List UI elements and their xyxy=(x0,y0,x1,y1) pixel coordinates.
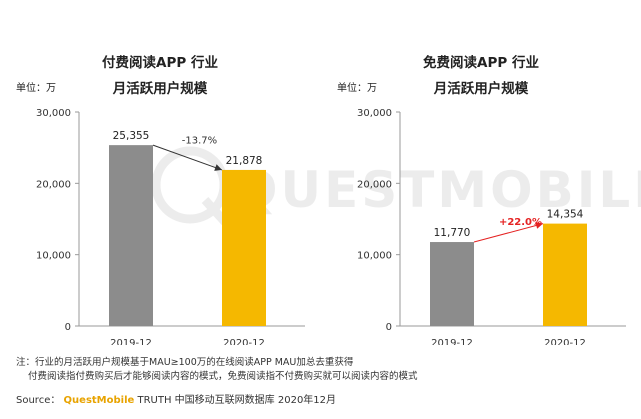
source-suffix: TRUTH 中国移动互联网数据库 2020年12月 xyxy=(137,395,337,406)
unit-label: 单位：万 xyxy=(16,83,56,94)
bar-value-label: 11,770 xyxy=(434,227,471,239)
chart-title-line1: 付费阅读APP 行业 xyxy=(102,55,218,71)
change-arrow-head xyxy=(535,222,543,229)
change-label: +22.0% xyxy=(499,217,542,228)
change-arrow-head xyxy=(214,164,222,171)
x-tick-label: 2020-12 xyxy=(223,338,265,345)
bar-2019-12 xyxy=(430,242,474,326)
source-brand: QuestMobile xyxy=(63,395,135,406)
paid-reading-chart: 付费阅读APP 行业 月活跃用户规模 单位：万 0 10,000 20,000 30,… xyxy=(0,0,320,345)
x-tick-label: 2019-12 xyxy=(110,338,152,345)
chart-title-line2: 月活跃用户规模 xyxy=(112,81,208,97)
footnote-line1: 注：行业的月活跃用户规模基于MAU≥100万的在线阅读APP MAU加总去重获得 xyxy=(16,357,354,368)
bar-value-label: 14,354 xyxy=(547,209,584,221)
y-tick-label: 20,000 xyxy=(357,179,392,190)
unit-label: 单位：万 xyxy=(337,83,377,94)
chart-title-line1: 免费阅读APP 行业 xyxy=(423,55,539,71)
x-tick-label: 2019-12 xyxy=(431,338,473,345)
bar-2020-12 xyxy=(222,169,266,326)
paid-reading-plot: 0 10,000 20,000 30,000 25,355 2019-12 21,878 20… xyxy=(36,108,305,345)
y-tick-label: 10,000 xyxy=(357,251,392,262)
y-tick-label: 0 xyxy=(65,322,71,333)
svg-text:QUESTMOBILE: QUESTMOBILE xyxy=(235,161,641,219)
bar-value-label: 21,878 xyxy=(226,155,263,167)
y-tick-label: 20,000 xyxy=(36,179,71,190)
y-tick-label: 30,000 xyxy=(357,108,392,119)
chart-title-line2: 月活跃用户规模 xyxy=(433,81,529,97)
bar-value-label: 25,355 xyxy=(113,130,150,142)
change-arrow-line xyxy=(152,144,223,171)
free-reading-plot: 0 10,000 20,000 30,000 11,770 2019-12 14,354 20… xyxy=(357,108,626,345)
bar-2020-12 xyxy=(543,223,587,326)
source-prefix: Source： xyxy=(16,395,61,406)
source-line: Source： QuestMobile TRUTH 中国移动互联网数据库 202… xyxy=(16,391,336,406)
x-tick-label: 2020-12 xyxy=(544,338,586,345)
change-arrow-line xyxy=(473,223,544,243)
y-tick-label: 30,000 xyxy=(36,108,71,119)
free-reading-chart: 免费阅读APP 行业 月活跃用户规模 单位：万 0 10,000 20,000 30,… xyxy=(321,0,641,345)
y-tick-label: 0 xyxy=(386,322,392,333)
y-tick-label: 10,000 xyxy=(36,251,71,262)
footnote-line2: 付费阅读指付费购买后才能够阅读内容的模式，免费阅读指不付费购买就可以阅读内容的模… xyxy=(28,371,418,382)
change-label: -13.7% xyxy=(182,136,217,147)
bar-2019-12 xyxy=(109,145,153,326)
